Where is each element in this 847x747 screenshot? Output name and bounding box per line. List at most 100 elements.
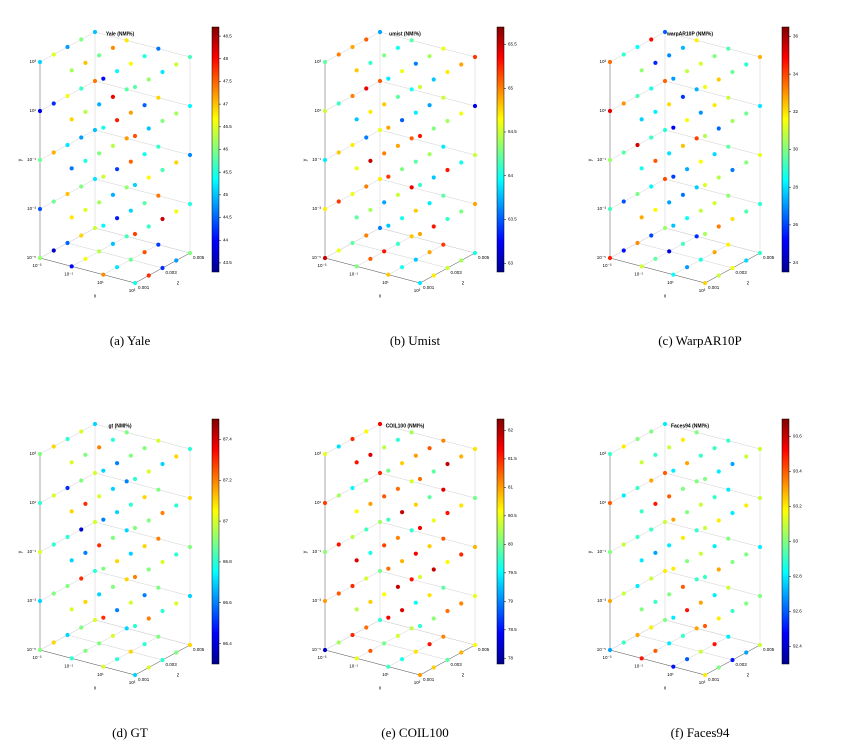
point bbox=[69, 460, 74, 465]
point bbox=[649, 527, 654, 532]
point bbox=[635, 485, 640, 491]
point bbox=[364, 625, 369, 630]
point bbox=[146, 77, 151, 82]
panel: 10³10¹10⁻¹10⁻³10⁻⁵10⁻³10⁻¹10¹10³0.0010.0… bbox=[17, 26, 232, 348]
point bbox=[621, 444, 626, 449]
y-tick-label: 10⁻⁵ bbox=[312, 647, 321, 652]
point bbox=[441, 585, 446, 590]
point bbox=[92, 176, 98, 182]
point bbox=[368, 550, 373, 555]
point bbox=[716, 273, 721, 278]
point bbox=[132, 672, 138, 678]
grid-line bbox=[609, 129, 761, 161]
point bbox=[322, 157, 328, 163]
point bbox=[350, 436, 355, 442]
point bbox=[79, 135, 84, 140]
point bbox=[364, 233, 369, 238]
point bbox=[698, 649, 703, 654]
point bbox=[146, 224, 151, 229]
point bbox=[413, 61, 418, 66]
point bbox=[409, 430, 414, 435]
colorbar-tick-label: 86.6 bbox=[223, 600, 232, 605]
z-tick-label: 0.003 bbox=[451, 662, 463, 667]
z-axis-label: z bbox=[747, 672, 750, 678]
point bbox=[694, 528, 699, 533]
point bbox=[51, 199, 56, 204]
point bbox=[744, 503, 749, 508]
point bbox=[51, 542, 56, 547]
point bbox=[671, 174, 676, 179]
point bbox=[128, 649, 133, 654]
y-tick-label: 10⁻⁵ bbox=[27, 255, 36, 260]
grid-line bbox=[324, 521, 476, 553]
point bbox=[174, 62, 179, 67]
point bbox=[730, 118, 735, 124]
point bbox=[680, 45, 686, 50]
point bbox=[364, 135, 369, 140]
point bbox=[712, 642, 717, 647]
y-tick-label: 10⁻¹ bbox=[27, 549, 36, 554]
point bbox=[187, 201, 193, 207]
point bbox=[142, 54, 147, 59]
axis-line bbox=[609, 257, 706, 284]
point bbox=[124, 87, 129, 92]
grid-line bbox=[39, 521, 191, 553]
grid-line bbox=[637, 242, 733, 269]
point bbox=[702, 280, 708, 286]
point bbox=[639, 264, 644, 269]
point bbox=[757, 54, 763, 60]
y-tick-label: 10⁻³ bbox=[27, 206, 36, 211]
point bbox=[69, 166, 74, 171]
point bbox=[69, 656, 74, 661]
caption: (c) WarpAR10P bbox=[658, 333, 742, 348]
point bbox=[757, 201, 763, 207]
point bbox=[445, 167, 450, 173]
point bbox=[101, 517, 106, 522]
point bbox=[726, 144, 731, 149]
point bbox=[65, 44, 70, 50]
point bbox=[680, 584, 686, 589]
point bbox=[702, 231, 708, 237]
caption: (e) COIL100 bbox=[381, 725, 449, 740]
point bbox=[621, 150, 626, 155]
grid-line bbox=[664, 227, 761, 254]
grid-line bbox=[324, 80, 476, 112]
chart-title: Faces94 (NMI%) bbox=[671, 423, 709, 429]
point bbox=[413, 502, 418, 507]
y-tick-label: 10⁻³ bbox=[312, 206, 321, 211]
point bbox=[621, 52, 626, 57]
point bbox=[83, 501, 88, 506]
point bbox=[382, 543, 387, 548]
point bbox=[65, 93, 70, 99]
point bbox=[350, 93, 355, 99]
point bbox=[156, 95, 161, 100]
point bbox=[649, 576, 654, 581]
z-tick-label: 0.003 bbox=[736, 270, 748, 275]
point bbox=[354, 166, 359, 171]
point bbox=[83, 158, 88, 163]
point bbox=[635, 436, 640, 442]
point bbox=[174, 258, 179, 263]
colorbar-tick-label: 93 bbox=[793, 539, 799, 544]
point bbox=[409, 136, 414, 141]
z-tick-label: 0.001 bbox=[708, 285, 720, 290]
point bbox=[607, 598, 613, 604]
grid-line bbox=[609, 472, 761, 504]
x-axis-label: x bbox=[379, 685, 382, 691]
point bbox=[364, 527, 369, 532]
point bbox=[69, 215, 74, 220]
y-axis-label: y bbox=[587, 158, 593, 161]
z-axis-label: z bbox=[747, 280, 750, 286]
point bbox=[92, 29, 98, 35]
point bbox=[110, 584, 116, 589]
point bbox=[726, 585, 731, 590]
point bbox=[174, 552, 179, 557]
grid-line bbox=[609, 80, 761, 112]
grid-line bbox=[324, 619, 476, 651]
point bbox=[441, 536, 446, 541]
point bbox=[132, 231, 138, 237]
point bbox=[114, 657, 120, 662]
point bbox=[132, 525, 138, 531]
colorbar-tick-label: 92.4 bbox=[793, 644, 802, 649]
point bbox=[368, 599, 373, 604]
